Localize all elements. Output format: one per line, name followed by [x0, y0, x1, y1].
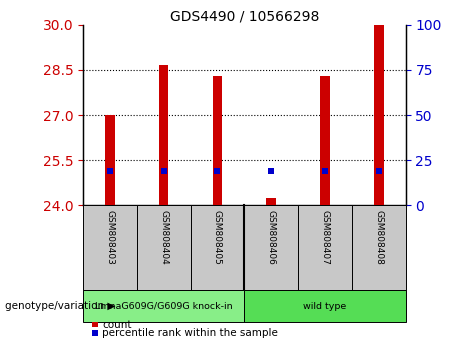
- Text: GSM808405: GSM808405: [213, 210, 222, 264]
- Bar: [190, 205, 244, 290]
- Title: GDS4490 / 10566298: GDS4490 / 10566298: [170, 10, 319, 24]
- Text: LmnaG609G/G609G knock-in: LmnaG609G/G609G knock-in: [95, 302, 232, 311]
- Bar: [213, 76, 222, 205]
- Bar: [374, 25, 384, 205]
- Bar: [83, 205, 137, 290]
- Bar: [352, 205, 406, 290]
- Bar: [320, 76, 330, 205]
- Bar: [244, 290, 406, 322]
- Text: GSM808406: GSM808406: [267, 210, 276, 264]
- Text: GSM808408: GSM808408: [374, 210, 383, 264]
- Bar: [137, 205, 190, 290]
- Text: GSM808404: GSM808404: [159, 210, 168, 264]
- Bar: [83, 290, 244, 322]
- Text: GSM808403: GSM808403: [106, 210, 114, 264]
- Bar: [159, 65, 168, 205]
- Bar: [298, 205, 352, 290]
- Text: GSM808407: GSM808407: [320, 210, 330, 264]
- Bar: [266, 198, 276, 205]
- Text: count: count: [102, 320, 132, 330]
- Text: wild type: wild type: [303, 302, 347, 311]
- Bar: [244, 205, 298, 290]
- Text: genotype/variation ▶: genotype/variation ▶: [5, 301, 115, 311]
- Text: percentile rank within the sample: percentile rank within the sample: [102, 328, 278, 338]
- Bar: [105, 115, 115, 205]
